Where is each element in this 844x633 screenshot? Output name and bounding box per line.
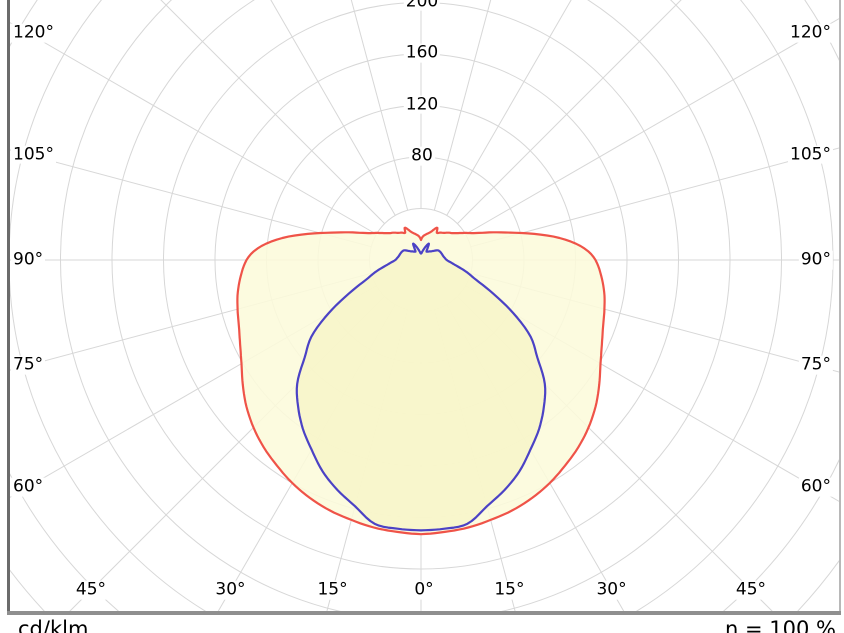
grid-ray	[350, 0, 409, 211]
angle-label-left-90: 90°	[11, 249, 46, 270]
angle-label-left-60: 60°	[11, 476, 46, 497]
angle-label-right-15: 15°	[492, 579, 527, 600]
frame-bottom-border	[7, 611, 841, 615]
angle-label-right-120: 120°	[788, 22, 833, 43]
angle-label-right-90: 90°	[798, 249, 833, 270]
angle-label-left-75: 75°	[11, 354, 46, 375]
angle-label-right-30: 30°	[594, 579, 629, 600]
radial-tick-label-80: 80	[409, 145, 435, 166]
efficiency-label: η = 100 %	[725, 617, 836, 633]
frame-right-border	[839, 0, 841, 615]
grid-ray	[446, 0, 572, 216]
angle-label-left-120: 120°	[11, 22, 56, 43]
angle-label-left-105: 105°	[11, 144, 56, 165]
frame-left-border	[7, 0, 10, 615]
red-curve-line	[236, 226, 606, 536]
grid-ray	[465, 18, 839, 235]
grid-ray	[433, 0, 492, 211]
unit-label: cd/klm	[18, 617, 89, 633]
angle-label-right-105: 105°	[788, 144, 833, 165]
blue-curve-line	[295, 242, 547, 532]
grid-ray	[270, 0, 396, 216]
radial-tick-label-120: 120	[403, 94, 441, 115]
radial-tick-label-160: 160	[403, 42, 441, 63]
grid-ray	[470, 147, 839, 248]
grid-ray	[10, 22, 377, 235]
angle-label-left-45: 45°	[73, 579, 109, 600]
angle-label-0: 0°	[412, 579, 436, 600]
radial-tick-label-200: 200	[403, 0, 441, 11]
grid-ray	[457, 0, 682, 224]
angle-label-right-60: 60°	[798, 476, 833, 497]
blue-curve-fill	[296, 243, 546, 531]
grid-ray	[10, 149, 372, 248]
angle-label-right-75: 75°	[798, 354, 833, 375]
angle-label-right-45: 45°	[733, 579, 769, 600]
angle-label-left-30: 30°	[213, 579, 248, 600]
angle-label-left-15: 15°	[315, 579, 350, 600]
grid-ray	[160, 0, 385, 224]
